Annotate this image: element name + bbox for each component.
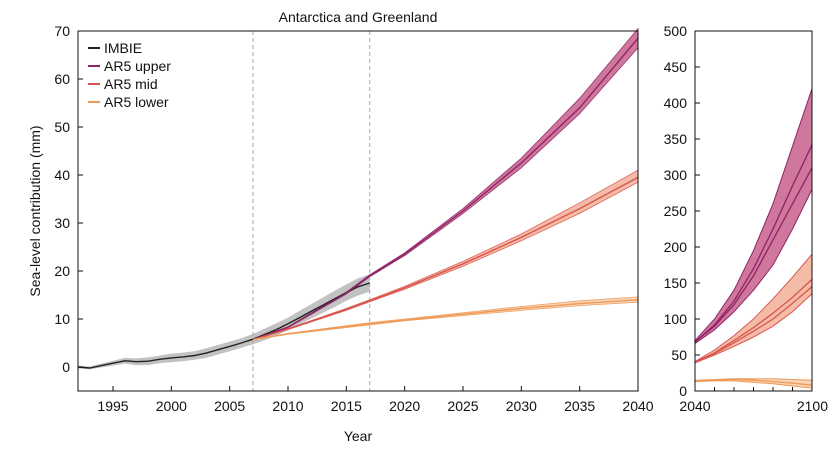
ar5-upper-side-line-2	[694, 144, 813, 343]
side-y-tick-label-450: 450	[664, 59, 688, 75]
side-x-tick-label-2100: 2100	[797, 398, 828, 414]
y-tick-label-70: 70	[54, 23, 70, 39]
side-bands	[694, 88, 813, 389]
side-plot: 0 50 100 150 200 250 300 350 400 450 500 2040 2100	[664, 23, 829, 414]
side-y-tick-label-500: 500	[664, 23, 688, 39]
y-tick-label-30: 30	[54, 215, 70, 231]
side-y-tick-label-350: 350	[664, 131, 688, 147]
x-tick-label-2000: 2000	[156, 398, 187, 414]
imbie-line	[77, 282, 370, 369]
x-tick-label-2025: 2025	[447, 398, 478, 414]
side-x-axis: 2040 2100	[679, 385, 828, 414]
legend-label-ar5-mid: AR5 mid	[104, 76, 158, 92]
y-tick-label-20: 20	[54, 263, 70, 279]
ar5-upper-side-line	[694, 167, 813, 343]
x-tick-label-2015: 2015	[331, 398, 362, 414]
ar5-mid-line	[252, 176, 639, 341]
y-tick-label-50: 50	[54, 119, 70, 135]
side-y-tick-label-50: 50	[671, 347, 687, 363]
ar5-lower-side-line	[694, 378, 813, 386]
legend: IMBIE AR5 upper AR5 mid AR5 lower	[88, 40, 171, 110]
side-x-tick-label-2040: 2040	[679, 398, 710, 414]
legend-label-imbie: IMBIE	[104, 40, 142, 56]
y-axis-title: Sea-level contribution (mm)	[27, 125, 43, 296]
imbie-band	[78, 274, 370, 370]
reference-lines	[252, 31, 371, 391]
x-tick-label-2040: 2040	[622, 398, 653, 414]
ar5-lower-line	[252, 299, 639, 341]
legend-label-ar5-upper: AR5 upper	[104, 58, 171, 74]
y-tick-label-60: 60	[54, 71, 70, 87]
side-y-tick-label-200: 200	[664, 239, 688, 255]
x-tick-label-2035: 2035	[564, 398, 595, 414]
side-y-tick-label-400: 400	[664, 95, 688, 111]
main-series-lines	[77, 37, 639, 369]
x-tick-label-2020: 2020	[389, 398, 420, 414]
side-y-tick-label-150: 150	[664, 275, 688, 291]
side-y-tick-label-300: 300	[664, 167, 688, 183]
y-tick-label-40: 40	[54, 167, 70, 183]
x-tick-label-1995: 1995	[97, 398, 128, 414]
x-axis-title: Year	[344, 428, 373, 444]
y-tick-label-10: 10	[54, 311, 70, 327]
main-x-axis: 1995 2000 2005 2010 2015 2020 2025 2030 2035 2040	[97, 386, 654, 414]
main-y-axis: 0 10 20 30 40 50 60 70	[54, 23, 83, 375]
main-plot-frame	[77, 30, 639, 392]
side-y-axis: 0 50 100 150 200 250 300 350 400 450 500	[664, 23, 700, 399]
y-tick-label-0: 0	[62, 359, 70, 375]
ar5-mid-side-line	[694, 286, 813, 363]
chart-title: Antarctica and Greenland	[279, 9, 438, 25]
side-y-tick-label-250: 250	[664, 203, 688, 219]
ar5-mid-side-line-2	[694, 278, 813, 363]
ar5-upper-line	[252, 37, 639, 341]
main-bands	[78, 27, 639, 370]
side-y-tick-label-100: 100	[664, 311, 688, 327]
legend-label-ar5-lower: AR5 lower	[104, 94, 169, 110]
ar5-upper-band	[252, 27, 639, 340]
x-tick-label-2005: 2005	[214, 398, 245, 414]
side-series-lines	[694, 144, 813, 386]
x-tick-label-2010: 2010	[272, 398, 303, 414]
side-y-tick-label-0: 0	[679, 383, 687, 399]
x-tick-label-2030: 2030	[506, 398, 537, 414]
